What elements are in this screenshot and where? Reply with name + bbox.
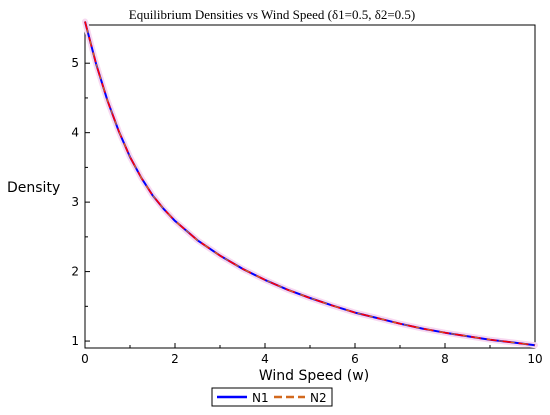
curve-halo [82,18,538,349]
x-axis-label: Wind Speed (w) [259,368,369,384]
legend-label-n2: N2 [310,391,327,405]
y-tick-label: 3 [71,195,79,209]
y-tick-label: 2 [71,265,79,279]
x-tick-label: 2 [171,352,179,366]
y-tick-label: 1 [71,334,79,348]
y-tick-label: 4 [71,126,79,140]
x-tick-label: 8 [441,352,449,366]
series-n2-line [84,21,536,346]
y-axis-label: Density [7,180,60,196]
legend-label-n1: N1 [252,391,269,405]
plot-curves [82,18,538,349]
y-tick-label: 5 [71,56,79,70]
axis-ticks [84,62,536,348]
x-tick-label: 4 [261,352,269,366]
curve-overlay [84,21,536,346]
legend-box [211,387,333,407]
chart-title: Equilibrium Densities vs Wind Speed (δ1=… [129,7,416,22]
legend: N1 N2 [211,387,333,407]
x-tick-label: 10 [527,352,542,366]
x-tick-label: 6 [351,352,359,366]
x-tick-label: 0 [81,352,89,366]
